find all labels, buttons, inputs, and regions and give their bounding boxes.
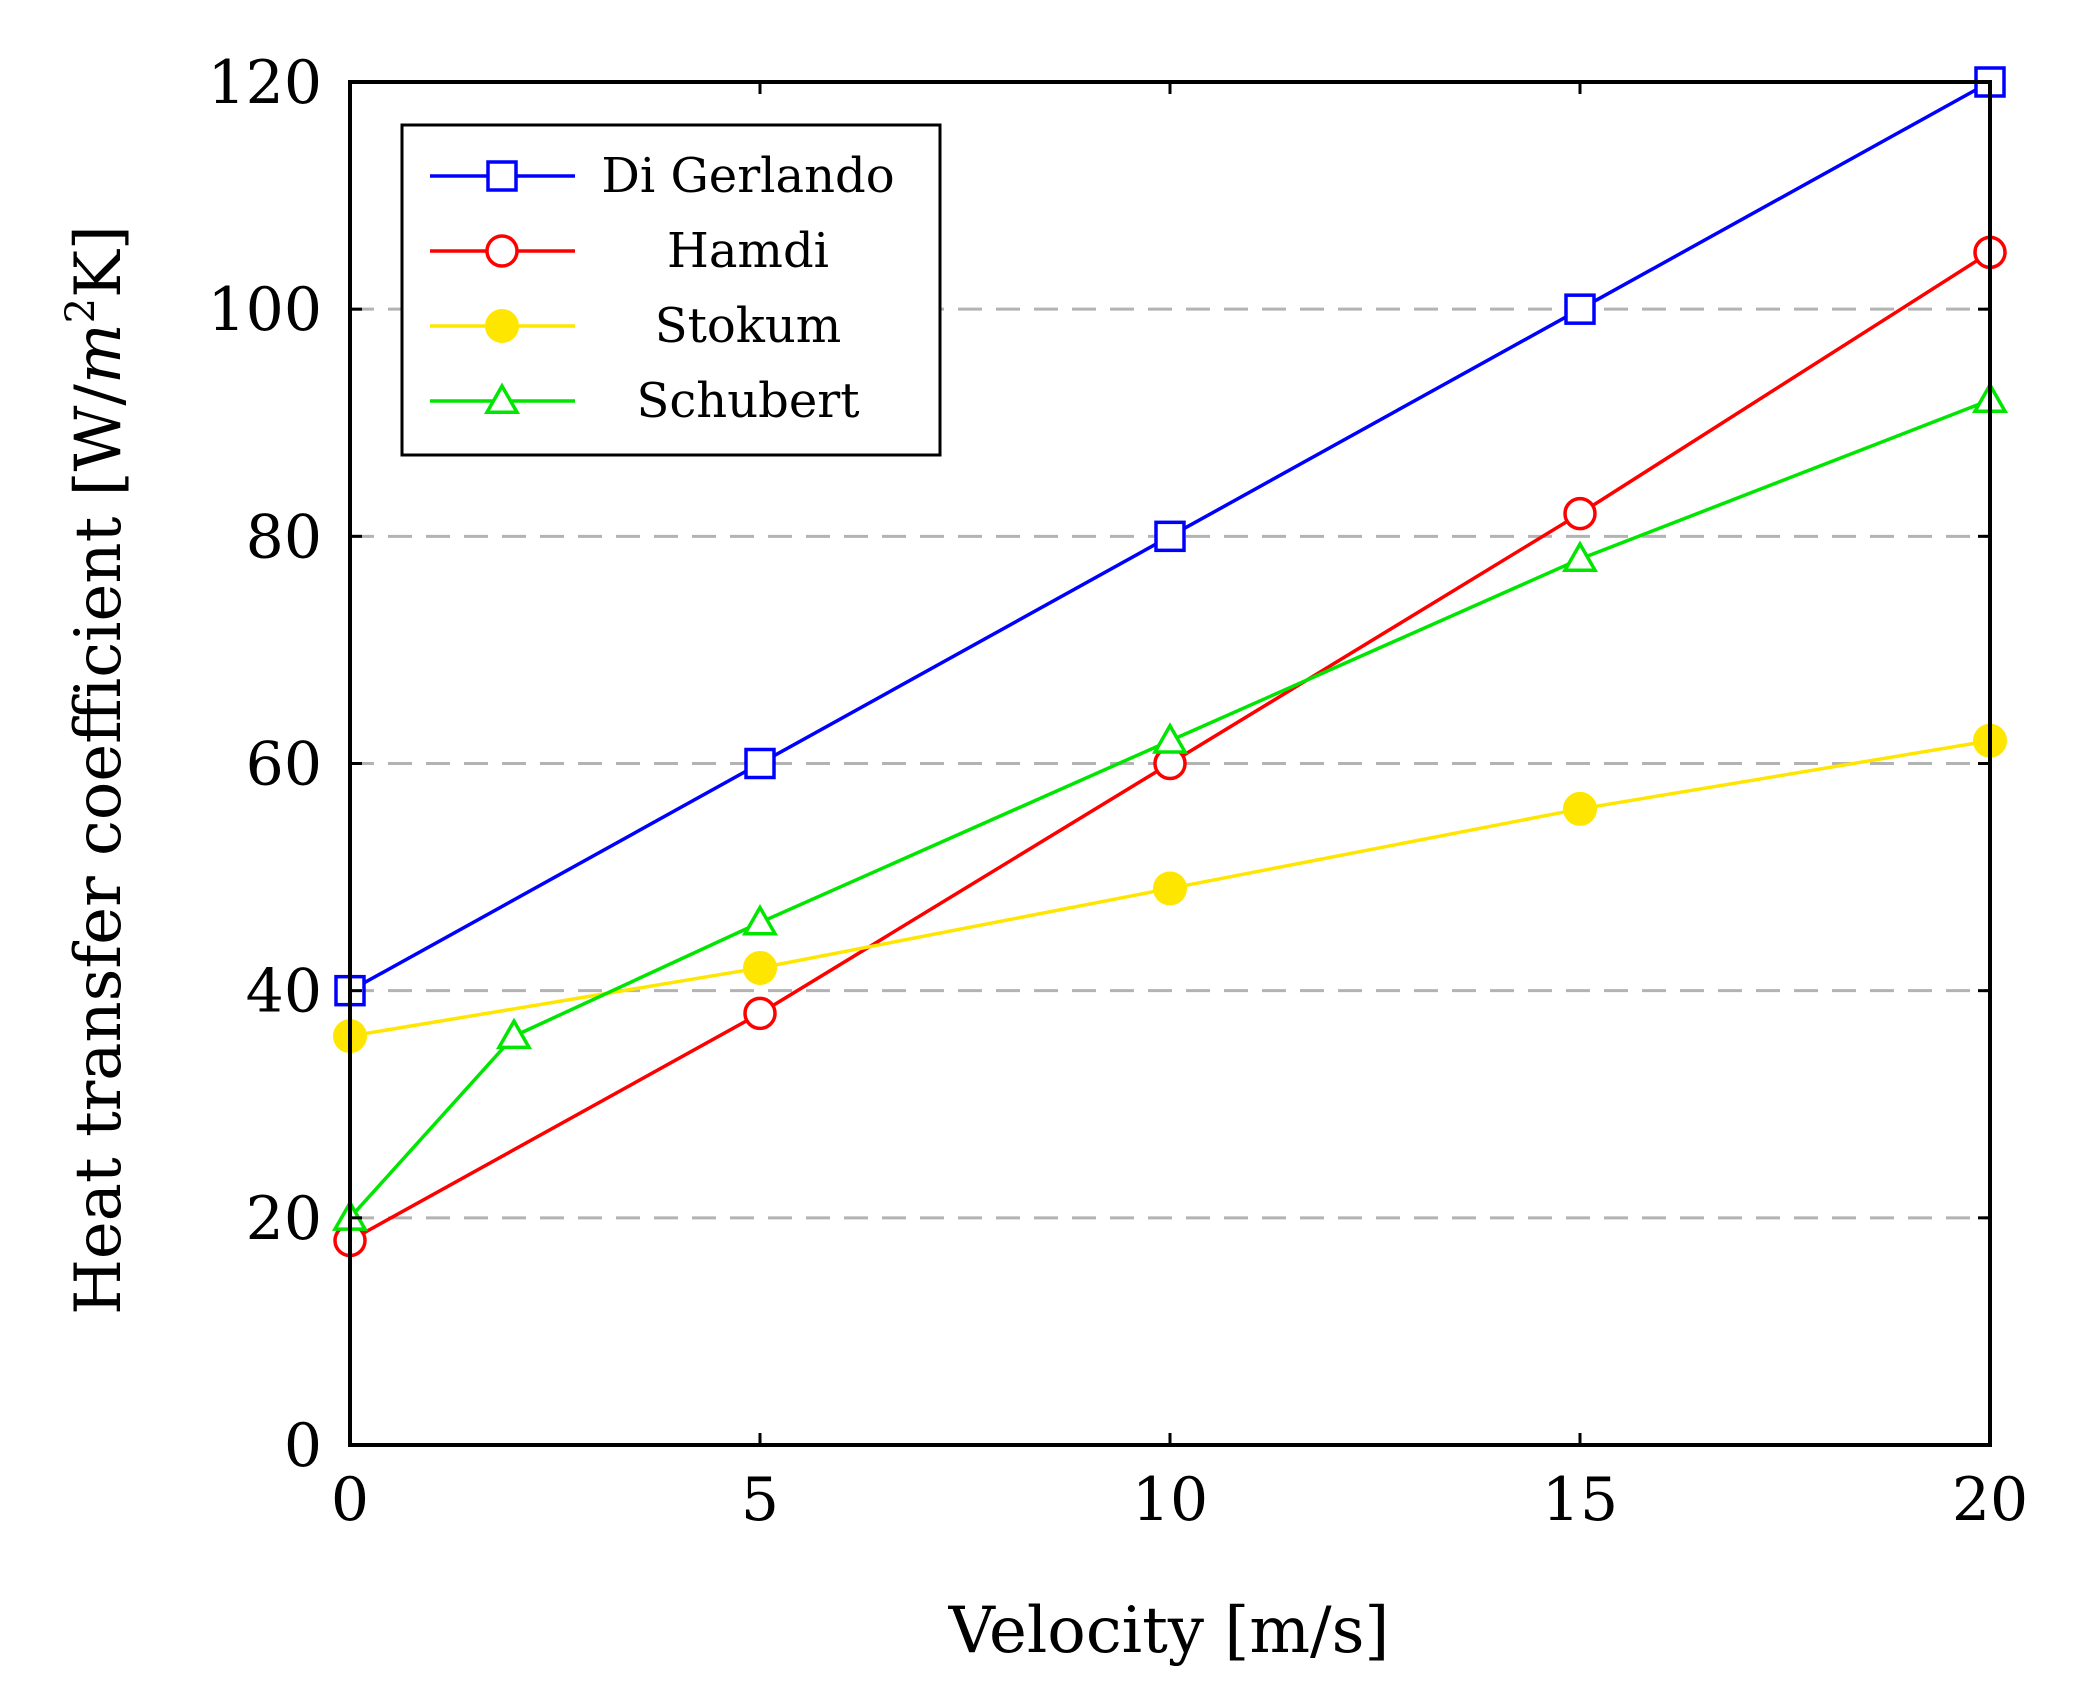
- data-point-stokum-2: [1153, 871, 1187, 906]
- y-tick-label-80: 80: [246, 502, 322, 572]
- data-point-schubert-2: [741, 903, 779, 936]
- y-tick-label-40: 40: [246, 957, 322, 1027]
- y-tick-label-120: 120: [207, 48, 322, 118]
- data-point-di-gerlando-2: [1154, 520, 1186, 553]
- axis-ticks: [348, 80, 1992, 1447]
- x-tick-label-10: 10: [1132, 1465, 1208, 1535]
- y-axis-label: Heat transfer coefficient [W/m2K]: [58, 225, 136, 1315]
- x-tick-label-20: 20: [1952, 1465, 2028, 1535]
- legend-marker-hamdi: [485, 234, 519, 268]
- x-tick-label-15: 15: [1542, 1465, 1618, 1535]
- y-tick-label-0: 0: [284, 1411, 322, 1481]
- legend-label-schubert: Schubert: [637, 373, 860, 429]
- data-point-schubert-1: [495, 1017, 533, 1050]
- tick-labels: 0 5 10 15 20 0 20 40 60 80 100 120: [207, 48, 2028, 1535]
- data-point-di-gerlando-3: [1564, 293, 1596, 325]
- data-point-hamdi-1: [743, 996, 777, 1031]
- y-tick-label-100: 100: [207, 275, 322, 345]
- data-point-stokum-1: [743, 950, 777, 985]
- legend-marker-di-gerlando: [486, 160, 518, 192]
- legend-marker-schubert: [483, 382, 521, 414]
- series-di-gerlando: [334, 66, 2006, 1007]
- data-point-hamdi-3: [1563, 496, 1597, 531]
- series-group: [331, 66, 2009, 1258]
- legend-marker-stokum: [485, 309, 519, 343]
- series-schubert: [331, 381, 2009, 1231]
- legend-label-hamdi: Hamdi: [667, 223, 829, 279]
- series-hamdi: [333, 235, 2007, 1258]
- legend: Di Gerlando Hamdi Stokum Schubert: [400, 123, 942, 457]
- x-axis-label: Velocity [m/s]: [948, 1594, 1390, 1668]
- data-point-stokum-3: [1563, 791, 1597, 826]
- data-point-schubert-3: [1151, 722, 1189, 754]
- y-tick-label-20: 20: [246, 1184, 322, 1254]
- x-tick-label-5: 5: [741, 1465, 779, 1535]
- data-point-schubert-4: [1561, 540, 1599, 573]
- series-stokum: [333, 723, 2007, 1054]
- legend-label-stokum: Stokum: [655, 298, 842, 354]
- legend-label-di-gerlando: Di Gerlando: [601, 148, 894, 204]
- x-tick-label-0: 0: [331, 1465, 369, 1535]
- data-point-di-gerlando-1: [744, 747, 776, 780]
- y-tick-label-60: 60: [246, 730, 322, 800]
- series-line-schubert: [348, 398, 1991, 1220]
